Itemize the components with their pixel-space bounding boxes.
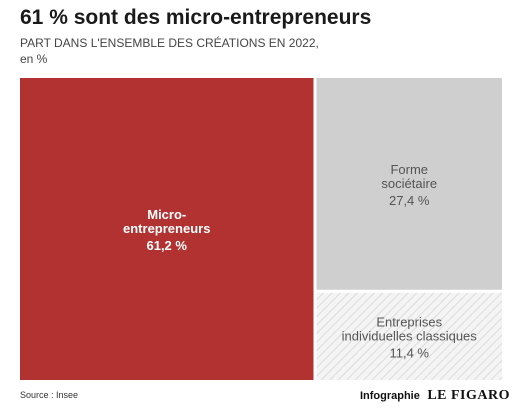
treemap-tile-rect-0 bbox=[20, 78, 314, 380]
treemap-tile-label-0-0: Micro- bbox=[147, 207, 186, 222]
credit-brand-logo: LE FIGARO bbox=[427, 388, 510, 403]
treemap-tile-label-0-1: entrepreneurs bbox=[123, 221, 210, 236]
treemap-tile-label-2-1: individuelles classiques bbox=[342, 329, 478, 344]
chart-title: 61 % sont des micro-entrepreneurs bbox=[20, 6, 372, 29]
treemap-tile-label-1-1: sociétaire bbox=[381, 176, 437, 191]
treemap-chart: Micro-entrepreneurs 61,2 % Formesociétaire… bbox=[20, 78, 502, 380]
treemap-tile-rect-1 bbox=[316, 78, 502, 290]
credit: Infographie LE FIGARO bbox=[360, 386, 510, 404]
treemap-tile-label-2-0: Entreprises bbox=[376, 315, 442, 330]
treemap-tile-value-2: 11,4 % bbox=[389, 346, 429, 361]
treemap-tile-value-1: 27,4 % bbox=[389, 193, 430, 208]
chart-unit: en % bbox=[20, 52, 48, 66]
treemap-tile-rect-2 bbox=[316, 292, 502, 380]
treemap-tile-0: Micro-entrepreneurs 61,2 % bbox=[20, 78, 314, 380]
chart-subtitle: PART DANS L'ENSEMBLE DES CRÉATIONS EN 20… bbox=[20, 36, 319, 50]
treemap-tile-label-1-0: Forme bbox=[390, 162, 428, 177]
source-note: Source : Insee bbox=[20, 390, 79, 400]
treemap-tile-value-0: 61,2 % bbox=[146, 238, 187, 253]
credit-label: Infographie bbox=[359, 390, 420, 402]
